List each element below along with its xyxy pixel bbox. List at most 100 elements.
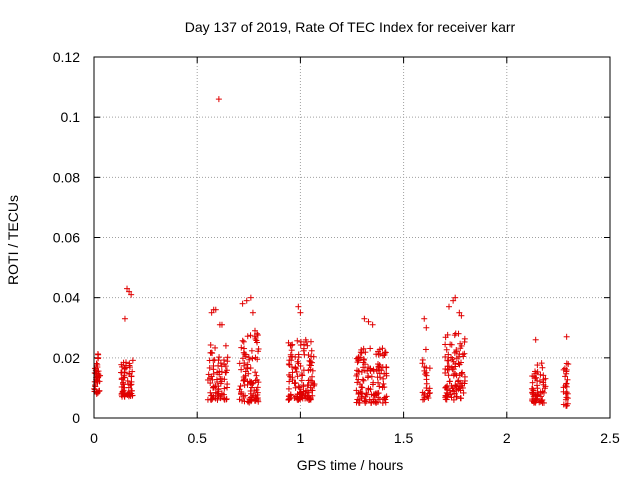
x-tick-label: 0.5 [187, 430, 207, 446]
data-point [285, 371, 292, 378]
data-point [534, 362, 541, 369]
data-point [252, 354, 259, 361]
data-point [419, 389, 426, 396]
data-point [426, 390, 433, 397]
data-point [249, 309, 256, 316]
data-point [370, 379, 377, 386]
data-point [457, 395, 464, 402]
data-point [456, 383, 463, 390]
data-point [356, 399, 363, 406]
data-point [451, 349, 458, 356]
data-point [442, 341, 449, 348]
data-point [128, 378, 135, 385]
data-point [246, 396, 253, 403]
data-point [297, 309, 304, 316]
x-axis-label: GPS time / hours [297, 457, 404, 473]
data-point [455, 330, 462, 337]
grid [94, 57, 610, 418]
data-point [528, 385, 535, 392]
data-point [126, 288, 133, 295]
data-point [381, 384, 388, 391]
data-point [358, 350, 365, 357]
data-point [294, 373, 301, 380]
x-tick-label: 0 [90, 430, 98, 446]
data-point [311, 382, 318, 389]
data-point [368, 373, 375, 380]
data-point [422, 371, 429, 378]
data-point [380, 380, 387, 387]
data-point [238, 366, 245, 373]
data-point [423, 372, 430, 379]
data-point [208, 396, 215, 403]
data-point [208, 309, 215, 316]
data-point [121, 315, 128, 322]
data-point [442, 369, 449, 376]
y-axis-label: ROTI / TECUs [5, 195, 21, 285]
data-point [247, 332, 254, 339]
data-point [367, 365, 374, 372]
data-point [538, 397, 545, 404]
data-point [252, 369, 259, 376]
data-point [253, 372, 260, 379]
data-point [365, 318, 372, 325]
chart-title: Day 137 of 2019, Rate Of TEC Index for r… [185, 19, 516, 35]
data-point [210, 362, 217, 369]
data-point [461, 338, 468, 345]
data-point [540, 379, 547, 386]
data-point [124, 285, 131, 292]
data-point [288, 357, 295, 364]
data-point [297, 395, 304, 402]
data-point [243, 297, 250, 304]
data-point [308, 377, 315, 384]
data-point [563, 394, 570, 401]
data-point [118, 369, 125, 376]
data-point [381, 352, 388, 359]
data-point [251, 327, 258, 334]
data-point [289, 353, 296, 360]
data-point [375, 366, 382, 373]
data-point [456, 361, 463, 368]
data-point [360, 357, 367, 364]
data-point [541, 385, 548, 392]
data-point [222, 342, 229, 349]
data-point [300, 383, 307, 390]
data-point [446, 378, 453, 385]
data-point [360, 377, 367, 384]
data-point [236, 360, 243, 367]
data-point [369, 321, 376, 328]
data-point [247, 294, 254, 301]
data-point [423, 324, 430, 331]
data-point [286, 361, 293, 368]
data-point [359, 384, 366, 391]
data-point [453, 355, 460, 362]
data-point [453, 348, 460, 355]
data-point [248, 347, 255, 354]
data-point [307, 362, 314, 369]
data-point [426, 389, 433, 396]
data-point [373, 399, 380, 406]
data-point [457, 340, 464, 347]
data-point [297, 363, 304, 370]
data-point [220, 357, 227, 364]
data-point [217, 360, 224, 367]
data-point [212, 306, 219, 313]
data-point [361, 361, 368, 368]
data-point [249, 394, 256, 401]
data-point [240, 338, 247, 345]
data-point [215, 386, 222, 393]
data-point [241, 362, 248, 369]
data-point [246, 378, 253, 385]
y-tick-label: 0.04 [53, 290, 80, 306]
data-point [540, 389, 547, 396]
data-point [565, 361, 572, 368]
data-point [285, 385, 292, 392]
data-point [421, 396, 428, 403]
data-point [355, 354, 362, 361]
data-point [534, 368, 541, 375]
y-tick-label: 0.08 [53, 169, 80, 185]
data-point [459, 369, 466, 376]
data-point [221, 395, 228, 402]
data-point [308, 347, 315, 354]
data-point [452, 382, 459, 389]
data-point [247, 390, 254, 397]
